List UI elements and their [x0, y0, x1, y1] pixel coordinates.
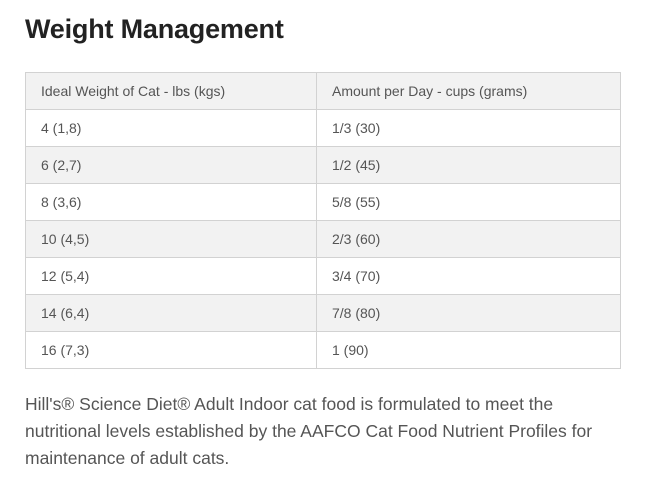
table-row: 6 (2,7) 1/2 (45) [25, 146, 621, 184]
amount-cell: 7/8 (80) [316, 294, 621, 332]
table-header-row: Ideal Weight of Cat - lbs (kgs) Amount p… [25, 72, 621, 110]
weight-cell: 12 (5,4) [25, 257, 317, 295]
amount-cell: 3/4 (70) [316, 257, 621, 295]
table-row: 14 (6,4) 7/8 (80) [25, 294, 621, 332]
weight-cell: 8 (3,6) [25, 183, 317, 221]
weight-cell: 16 (7,3) [25, 331, 317, 369]
table-row: 12 (5,4) 3/4 (70) [25, 257, 621, 295]
table-row: 4 (1,8) 1/3 (30) [25, 109, 621, 147]
table-row: 10 (4,5) 2/3 (60) [25, 220, 621, 258]
amount-cell: 1/2 (45) [316, 146, 621, 184]
amount-cell: 1 (90) [316, 331, 621, 369]
section-title: Weight Management [25, 14, 284, 44]
header-amount-per-day: Amount per Day - cups (grams) [316, 72, 621, 110]
table-row: 16 (7,3) 1 (90) [25, 331, 621, 369]
amount-cell: 2/3 (60) [316, 220, 621, 258]
weight-cell: 4 (1,8) [25, 109, 317, 147]
amount-cell: 5/8 (55) [316, 183, 621, 221]
weight-cell: 14 (6,4) [25, 294, 317, 332]
header-ideal-weight: Ideal Weight of Cat - lbs (kgs) [25, 72, 317, 110]
table-row: 8 (3,6) 5/8 (55) [25, 183, 621, 221]
product-description: Hill's® Science Diet® Adult Indoor cat f… [25, 394, 593, 468]
weight-cell: 6 (2,7) [25, 146, 317, 184]
amount-cell: 1/3 (30) [316, 109, 621, 147]
feeding-table: Ideal Weight of Cat - lbs (kgs) Amount p… [25, 72, 621, 369]
weight-cell: 10 (4,5) [25, 220, 317, 258]
